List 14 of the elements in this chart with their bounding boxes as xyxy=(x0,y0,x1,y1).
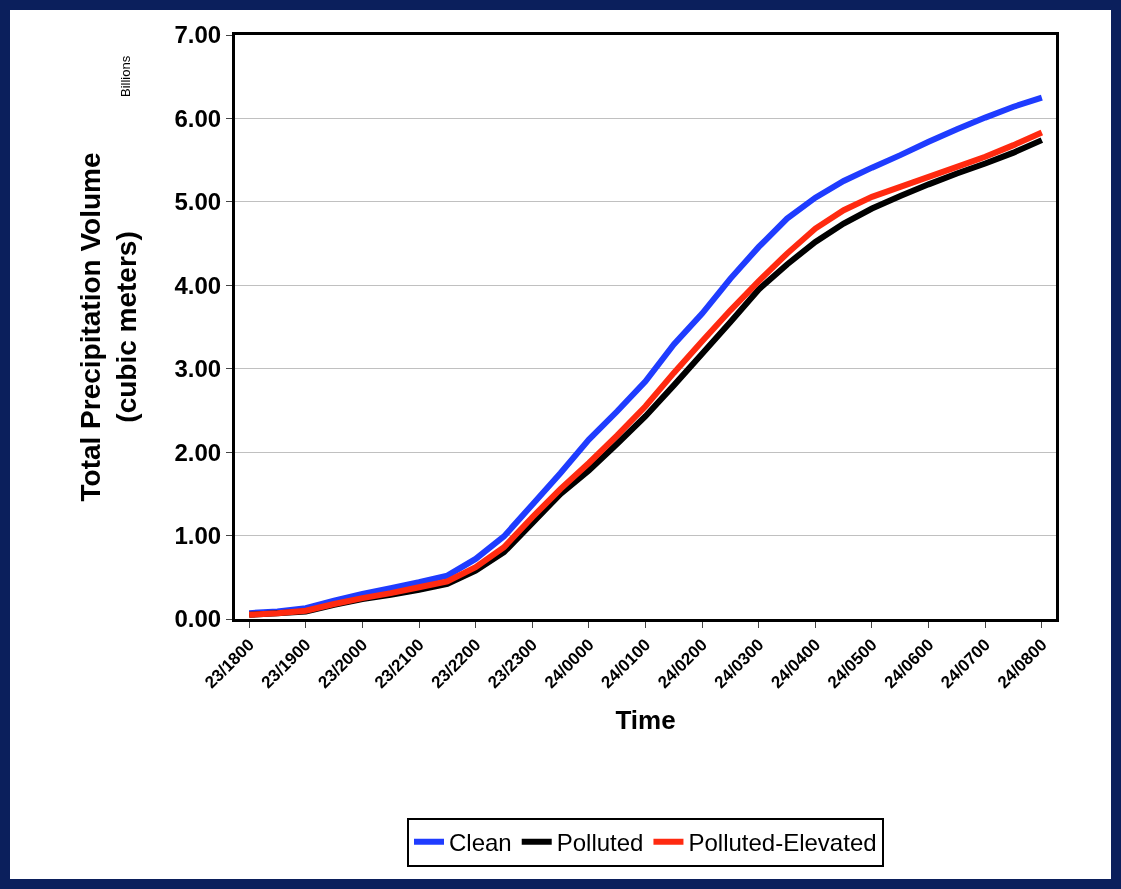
y-tick-label: 7.00 xyxy=(174,21,222,49)
legend-label: Clean xyxy=(449,829,512,857)
legend-label: Polluted xyxy=(556,829,644,857)
y-tick-label: 1.00 xyxy=(174,521,222,549)
text: Billions xyxy=(117,55,133,97)
y-tick-label: 2.00 xyxy=(174,438,222,466)
y-tick-label: 4.00 xyxy=(174,271,222,299)
y-axis-title: Total Precipitation Volume (cubic meters) xyxy=(74,152,143,502)
legend-label: Polluted-Elevated xyxy=(688,829,877,857)
y-tick-label: 6.00 xyxy=(174,104,222,132)
x-axis-title: Time xyxy=(615,704,676,735)
y-tick-label: 0.00 xyxy=(174,605,222,633)
y-tick-label: 5.00 xyxy=(174,188,222,216)
y-tick-label: 3.00 xyxy=(174,355,222,383)
